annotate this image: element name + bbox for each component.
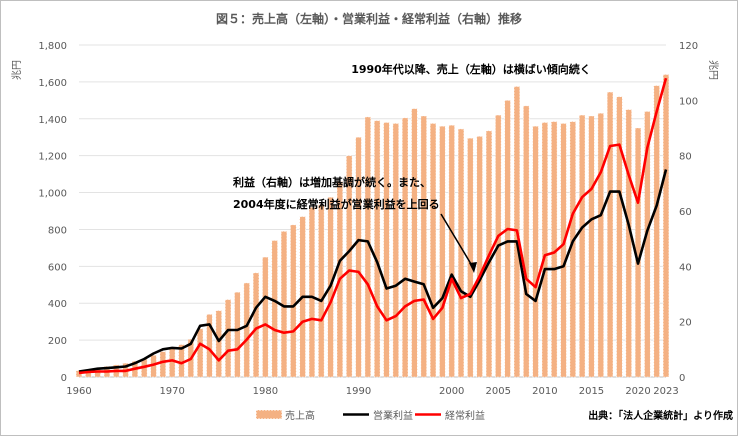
- chart-title: 図５：売上高（左軸）・営業利益・経常利益（右軸）推移: [216, 11, 522, 26]
- sales-bar: [560, 123, 567, 378]
- legend: 売上高 営業利益 経常利益: [255, 409, 485, 422]
- right-tick-label: 60: [679, 207, 692, 218]
- sales-bar: [467, 137, 474, 378]
- left-tick-label: 600: [48, 262, 67, 273]
- sales-bar: [280, 230, 288, 378]
- x-tick-label: 2010: [532, 386, 557, 397]
- sales-bar: [234, 291, 241, 378]
- sales-bar: [401, 117, 409, 378]
- sales-bars: [75, 74, 670, 378]
- x-tick-label: 1970: [159, 386, 184, 397]
- sales-bar: [346, 155, 353, 378]
- source-note: 出典：「法人企業統計」より作成: [588, 409, 733, 422]
- left-axis-ticks: 0 200 400 600 800 1,000 1,200 1,400 1,600 1,800: [38, 41, 67, 384]
- right-tick-label: 100: [679, 96, 698, 107]
- x-tick-label: 1960: [66, 386, 91, 397]
- sales-bar: [271, 240, 278, 378]
- annotation-profit-line2: 2004年度に経常利益が営業利益を上回る: [233, 197, 440, 211]
- sales-bar: [625, 109, 632, 378]
- sales-bar: [392, 123, 399, 378]
- operating-profit-line: [78, 169, 668, 373]
- legend-label-sales: 売上高: [285, 409, 315, 422]
- sales-bar: [597, 112, 604, 378]
- left-tick-label: 1,000: [38, 189, 67, 200]
- left-tick-label: 1,800: [38, 41, 67, 52]
- sales-bar: [262, 256, 269, 378]
- left-tick-label: 1,600: [38, 78, 67, 89]
- legend-label-operating: 営業利益: [373, 409, 413, 422]
- sales-bar: [150, 354, 157, 378]
- sales-bar: [616, 96, 623, 378]
- sales-bar: [504, 100, 511, 378]
- sales-bar: [662, 74, 670, 378]
- left-tick-label: 0: [61, 373, 67, 384]
- sales-bar: [159, 351, 167, 378]
- sales-bar: [355, 136, 362, 378]
- right-axis-ticks: 0 20 40 60 80 100 120: [679, 41, 698, 384]
- sales-bar: [383, 122, 390, 378]
- sales-bar: [252, 272, 260, 378]
- sales-bar: [439, 125, 446, 378]
- legend-swatch-sales: [255, 409, 283, 420]
- annotation-arrowhead: [469, 262, 477, 273]
- sales-bar: [243, 282, 250, 378]
- sales-bar: [653, 85, 660, 378]
- sales-bar: [411, 108, 418, 378]
- sales-bar: [373, 120, 381, 378]
- right-tick-label: 80: [679, 152, 692, 163]
- x-tick-label: 2005: [486, 386, 511, 397]
- sales-bar: [476, 136, 483, 378]
- sales-bar: [588, 115, 595, 378]
- left-tick-label: 200: [48, 336, 67, 347]
- right-tick-label: 120: [679, 41, 698, 52]
- annotation-sales-flat: 1990年代以降、売上（左軸）は横ばい傾向続く: [351, 62, 591, 76]
- annotation-arrow: [440, 213, 475, 270]
- sales-bar: [606, 91, 614, 378]
- ordinary-profit-line: [78, 77, 668, 375]
- sales-bar: [532, 125, 539, 378]
- sales-bar: [308, 207, 316, 378]
- x-tick-label: 2020: [625, 386, 650, 397]
- sales-bar: [457, 128, 465, 378]
- x-tick-label: 1990: [346, 386, 371, 397]
- annotation-profit-line1: 利益（右軸）は増加基調が続く。また、: [233, 175, 431, 189]
- sales-bar: [420, 115, 427, 378]
- x-tick-label: 2015: [579, 386, 604, 397]
- left-tick-label: 400: [48, 299, 67, 310]
- sales-bar: [448, 124, 455, 378]
- x-tick-label: 1980: [253, 386, 278, 397]
- x-tick-label: 2000: [439, 386, 464, 397]
- sales-bar: [206, 313, 213, 378]
- legend-label-ordinary: 経常利益: [445, 409, 485, 422]
- sales-bar: [290, 224, 297, 378]
- sales-bar: [541, 122, 549, 378]
- left-tick-label: 1,200: [38, 152, 67, 163]
- left-axis-unit: 兆円: [11, 60, 23, 80]
- sales-bar: [224, 299, 232, 378]
- x-axis-ticks: 1960 1970 1980 1990 2000 2005 2010 2015 2020 2023: [66, 386, 678, 397]
- right-tick-label: 40: [679, 262, 692, 273]
- left-tick-label: 800: [48, 225, 67, 236]
- x-tick-label: 2023: [653, 386, 678, 397]
- right-tick-label: 0: [679, 373, 685, 384]
- profit-lines: [78, 77, 668, 375]
- sales-bar: [215, 310, 222, 378]
- gridlines: [79, 44, 666, 378]
- sales-bar: [168, 347, 176, 378]
- left-tick-label: 1,400: [38, 115, 67, 126]
- sales-bar: [429, 123, 437, 378]
- sales-bar: [196, 328, 204, 378]
- right-axis-unit: 兆円: [707, 60, 719, 80]
- sales-bar: [523, 105, 530, 378]
- right-tick-label: 20: [679, 318, 692, 329]
- sales-bar: [578, 114, 586, 378]
- sales-bar: [318, 204, 325, 378]
